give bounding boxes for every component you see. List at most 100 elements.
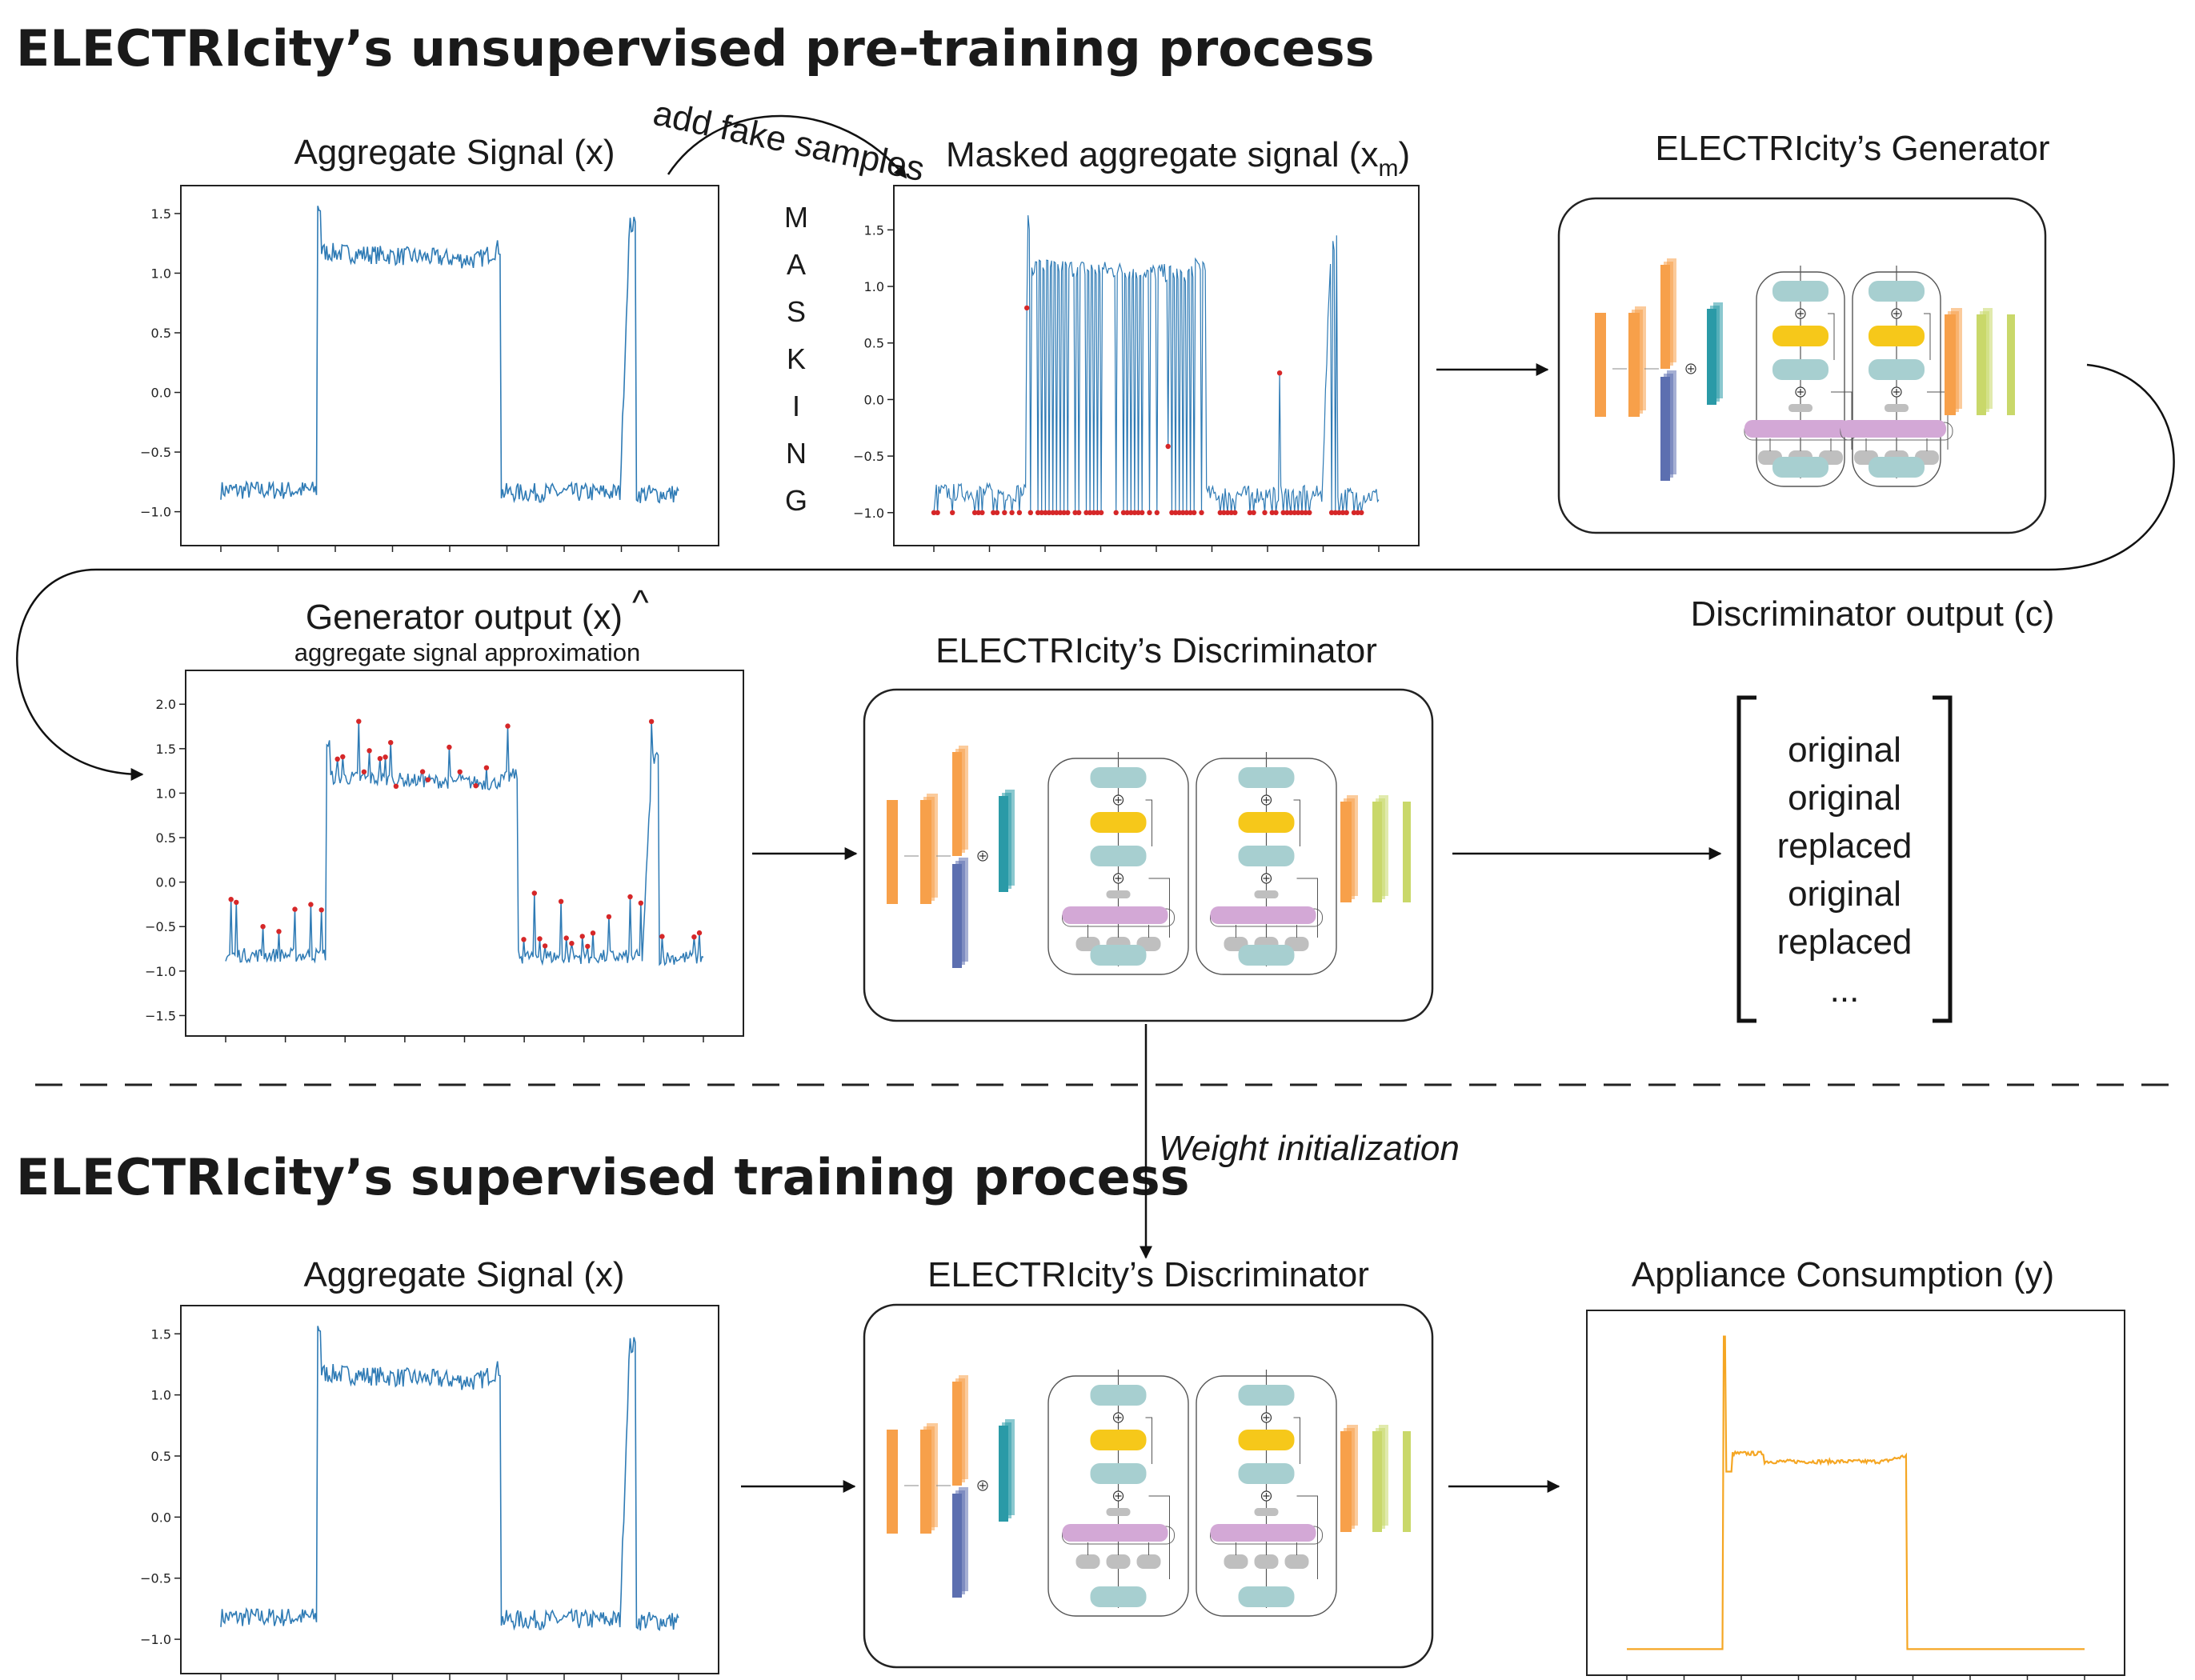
y-tick-label: 1.0 <box>151 1388 171 1403</box>
y-tick-label: 1.5 <box>151 1326 171 1342</box>
y-tick-label: 0.0 <box>156 875 176 890</box>
layer-block <box>920 800 931 904</box>
layer-block <box>999 796 1008 892</box>
y-tick-label: −0.5 <box>853 449 884 464</box>
skip-link <box>1293 1417 1300 1464</box>
aggregate-signal-bottom-label: Aggregate Signal (x) <box>303 1255 624 1294</box>
replaced-sample-marker <box>340 754 346 760</box>
replaced-sample-marker <box>1288 510 1294 515</box>
replaced-sample-marker <box>521 937 527 942</box>
replaced-sample-marker <box>1091 510 1097 515</box>
replaced-sample-marker <box>1296 510 1301 515</box>
replaced-sample-marker <box>1284 510 1290 515</box>
y-tick-label: 2.0 <box>156 697 176 712</box>
aggregate-bottom-signal-line <box>220 1326 679 1631</box>
layer-block <box>952 864 962 968</box>
replaced-sample-marker <box>1307 510 1312 515</box>
replaced-sample-marker <box>1303 510 1308 515</box>
layer-pill <box>1284 1554 1309 1569</box>
discriminator-output-item: ... <box>1830 970 1860 1010</box>
replaced-sample-marker <box>383 754 388 760</box>
y-tick-label: 1.0 <box>151 266 171 281</box>
add-node-icon <box>1893 310 1900 317</box>
replaced-sample-marker <box>979 510 985 515</box>
add-fake-samples-label: add fake samples <box>650 94 928 190</box>
replaced-sample-marker <box>971 510 978 515</box>
add-node-icon <box>979 1482 986 1489</box>
replaced-sample-marker <box>994 510 1000 515</box>
masking-letter: M <box>784 201 808 234</box>
layer-block <box>920 1430 931 1534</box>
replaced-sample-marker <box>659 934 665 939</box>
replaced-sample-marker <box>1046 510 1052 515</box>
layer-pill <box>1106 1554 1131 1569</box>
replaced-sample-marker <box>308 902 314 907</box>
replaced-sample-marker <box>638 900 643 906</box>
layer-pill <box>1090 1586 1147 1607</box>
discriminator-top-label: ELECTRIcity’s Discriminator <box>935 631 1377 670</box>
aggregate-bottom-plot-frame <box>180 1305 719 1674</box>
layer-pill <box>1210 906 1316 924</box>
layer-block <box>1977 314 1986 415</box>
layer-block <box>1660 377 1670 481</box>
add-node-icon <box>1263 875 1270 882</box>
replaced-sample-marker <box>585 943 591 950</box>
masking-letter: K <box>787 342 806 375</box>
replaced-sample-marker <box>931 510 937 515</box>
layer-pill <box>1238 812 1295 833</box>
replaced-sample-marker <box>1299 510 1305 515</box>
discriminator-output-label: Discriminator output (c) <box>1691 594 2055 634</box>
replaced-sample-marker <box>361 769 367 774</box>
y-tick-label: 1.0 <box>864 279 884 294</box>
layer-pill <box>1090 945 1147 966</box>
replaced-sample-marker <box>1251 510 1256 515</box>
replaced-sample-marker <box>1136 510 1141 515</box>
layer-block <box>887 1430 898 1534</box>
add-node-icon <box>1263 1493 1270 1499</box>
discriminator-top-model-diagram <box>887 746 1411 975</box>
replaced-sample-marker <box>1072 510 1078 515</box>
skip-link <box>1828 313 1835 360</box>
generator-to-output-arrow-icon <box>16 363 2175 781</box>
layer-block <box>952 1382 962 1486</box>
layer-pill <box>1238 846 1295 866</box>
replaced-sample-marker <box>531 890 537 896</box>
skip-link <box>1148 878 1170 938</box>
replaced-sample-marker <box>1132 510 1138 515</box>
replaced-sample-marker <box>606 914 612 920</box>
replaced-sample-marker <box>228 897 234 902</box>
discriminator-output-item: original <box>1788 874 1901 914</box>
replaced-sample-marker <box>356 718 362 724</box>
replaced-sample-marker <box>388 740 394 746</box>
add-node-icon <box>1263 1414 1270 1421</box>
replaced-sample-marker <box>1043 510 1048 515</box>
replaced-sample-marker <box>569 941 575 946</box>
skip-link <box>1296 878 1318 938</box>
layer-block <box>1628 313 1640 417</box>
layer-block <box>952 1494 962 1598</box>
replaced-sample-marker <box>473 783 479 789</box>
replaced-sample-marker <box>1087 510 1093 515</box>
replaced-sample-marker <box>1024 305 1030 311</box>
replaced-sample-marker <box>1224 510 1231 515</box>
replaced-sample-marker <box>579 934 585 939</box>
add-node-icon <box>1115 1414 1122 1421</box>
replaced-sample-marker <box>334 756 340 762</box>
appliance-consumption-line <box>1627 1335 2085 1650</box>
add-node-icon <box>979 853 986 859</box>
discriminator-output-item: original <box>1788 730 1901 770</box>
replaced-sample-marker <box>1083 510 1089 515</box>
y-tick-label: 1.5 <box>151 206 171 222</box>
replaced-sample-marker <box>563 935 569 941</box>
y-tick-label: −0.5 <box>140 445 171 460</box>
y-tick-label: 0.0 <box>151 1510 171 1525</box>
replaced-sample-marker <box>1217 510 1224 515</box>
layer-pill <box>1136 1554 1161 1569</box>
generator-output-plot-frame <box>185 670 744 1037</box>
replaced-sample-marker <box>1002 510 1007 515</box>
layer-block <box>1340 802 1352 902</box>
replaced-sample-marker <box>483 765 490 770</box>
replaced-sample-marker <box>1276 370 1283 376</box>
layer-pill <box>1062 906 1168 924</box>
layer-pill <box>1238 1463 1295 1484</box>
